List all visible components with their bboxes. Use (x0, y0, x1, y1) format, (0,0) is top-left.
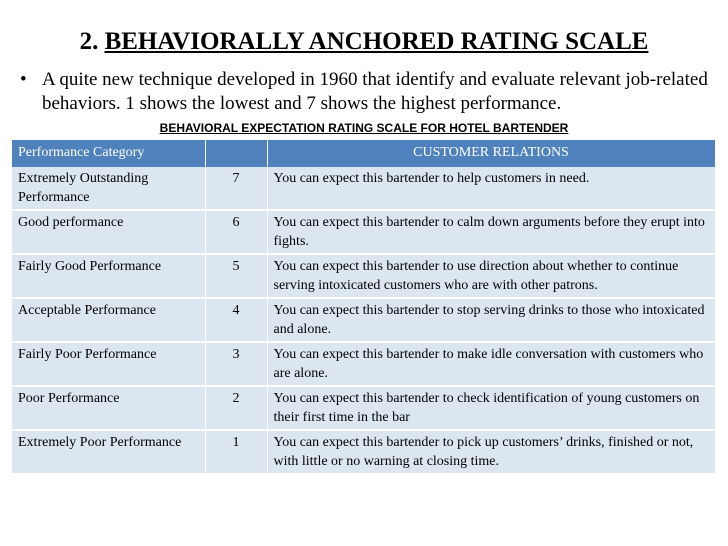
row-score: 5 (205, 254, 268, 299)
row-description: You can expect this bartender to check i… (267, 386, 716, 431)
row-description: You can expect this bartender to stop se… (267, 298, 716, 343)
table-row: Acceptable Performance 4 You can expect … (12, 298, 716, 343)
row-score: 1 (205, 430, 268, 475)
row-category: Extremely Outstanding Performance (12, 167, 206, 211)
row-description: You can expect this bartender to help cu… (267, 167, 716, 211)
row-description: You can expect this bartender to pick up… (267, 430, 716, 475)
slide-title: 2. BEHAVIORALLY ANCHORED RATING SCALE (0, 26, 728, 58)
row-score: 2 (205, 386, 268, 431)
table-header-row: Performance Category CUSTOMER RELATIONS (12, 140, 716, 167)
row-category: Fairly Poor Performance (12, 342, 206, 387)
table-row: Fairly Poor Performance 3 You can expect… (12, 342, 716, 387)
bullet-icon: • (20, 69, 27, 90)
table-row: Fairly Good Performance 5 You can expect… (12, 254, 716, 299)
row-description: You can expect this bartender to calm do… (267, 210, 716, 255)
bullet-point: • A quite new technique developed in 196… (20, 68, 720, 116)
table-row: Good performance 6 You can expect this b… (12, 210, 716, 255)
table-row: Extremely Poor Performance 1 You can exp… (12, 430, 716, 475)
row-score: 3 (205, 342, 268, 387)
row-score: 7 (205, 167, 268, 211)
table-row: Poor Performance 2 You can expect this b… (12, 386, 716, 431)
row-category: Extremely Poor Performance (12, 430, 206, 475)
rating-scale-table: Performance Category CUSTOMER RELATIONS … (12, 140, 716, 475)
row-description: You can expect this bartender to use dir… (267, 254, 716, 299)
title-number: 2. (79, 28, 99, 55)
header-score (205, 140, 268, 167)
row-description: You can expect this bartender to make id… (267, 342, 716, 387)
title-text: BEHAVIORALLY ANCHORED RATING SCALE (104, 28, 649, 55)
row-category: Good performance (12, 210, 206, 255)
row-category: Fairly Good Performance (12, 254, 206, 299)
row-category: Acceptable Performance (12, 298, 206, 343)
row-score: 4 (205, 298, 268, 343)
table-row: Extremely Outstanding Performance 7 You … (12, 167, 716, 211)
table-caption: BEHAVIORAL EXPECTATION RATING SCALE FOR … (159, 121, 569, 135)
header-customer-relations: CUSTOMER RELATIONS (267, 140, 716, 167)
header-performance-category: Performance Category (12, 140, 206, 167)
bullet-text: A quite new technique developed in 1960 … (42, 69, 708, 114)
row-category: Poor Performance (12, 386, 206, 431)
row-score: 6 (205, 210, 268, 255)
